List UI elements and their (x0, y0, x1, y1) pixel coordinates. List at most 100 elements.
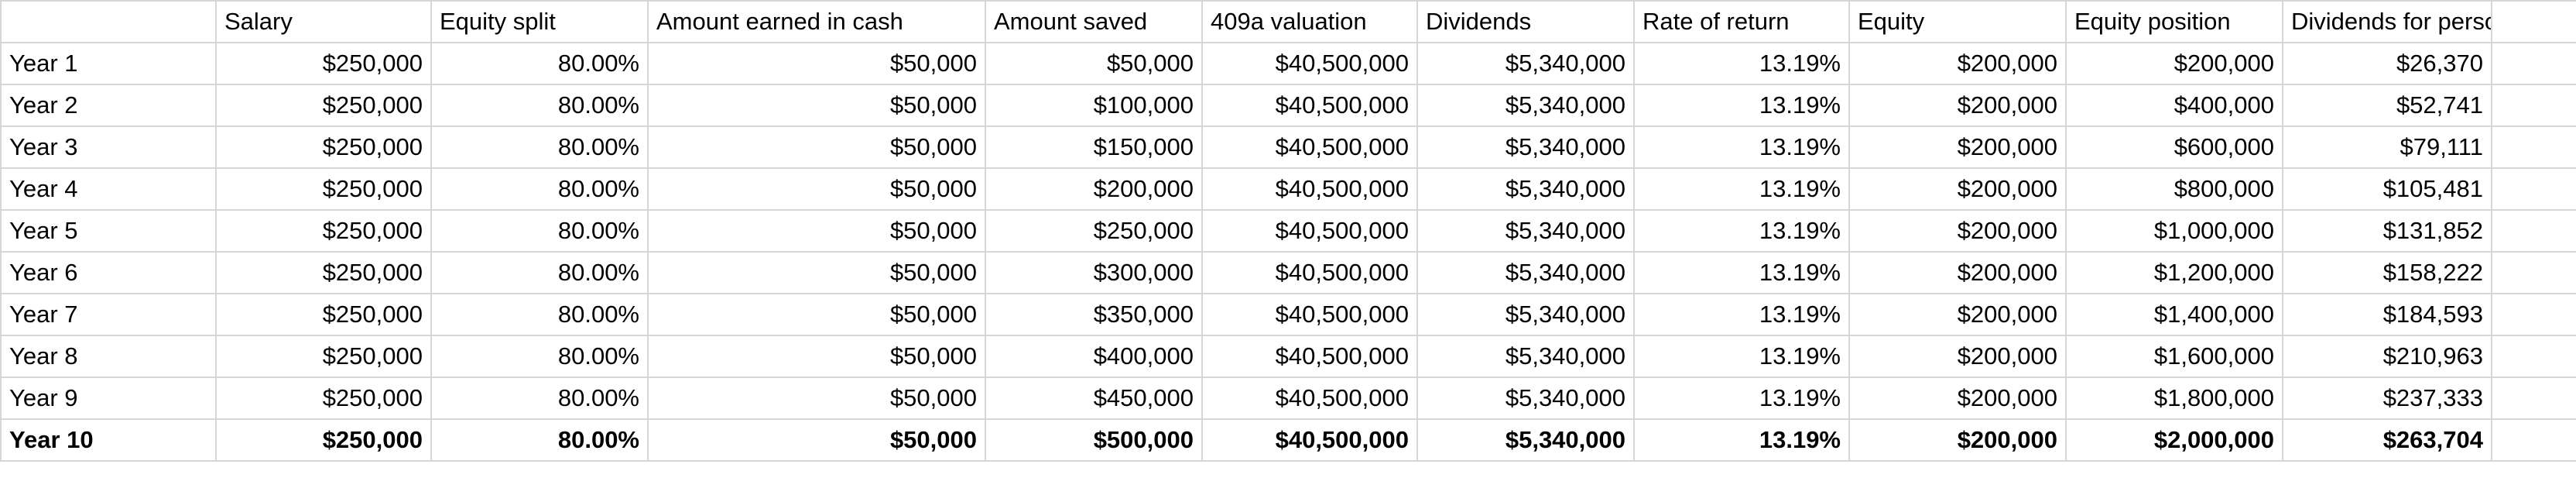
equity-cell[interactable]: $200,000 (1848, 251, 2067, 294)
equity-split-cell[interactable]: 80.00% (430, 293, 649, 336)
salary-cell[interactable]: $250,000 (215, 418, 432, 462)
empty-cell[interactable] (2491, 376, 2576, 420)
409a-valuation-cell[interactable]: $40,500,000 (1201, 293, 1418, 336)
equity-position-cell[interactable]: $1,200,000 (2065, 251, 2283, 294)
dividends-for-person-header-cell[interactable]: Dividends for person (2282, 0, 2492, 43)
row-label-cell[interactable]: Year 4 (0, 167, 217, 211)
dividends-for-person-cell[interactable]: $210,963 (2282, 335, 2492, 378)
amount-earned-in-cash-cell[interactable]: $50,000 (647, 209, 986, 253)
salary-cell[interactable]: $250,000 (215, 167, 432, 211)
amount-saved-cell[interactable]: $300,000 (985, 251, 1203, 294)
equity-position-cell[interactable]: $1,600,000 (2065, 335, 2283, 378)
amount-saved-cell[interactable]: $450,000 (985, 376, 1203, 420)
rate-of-return-cell[interactable]: 13.19% (1633, 335, 1850, 378)
equity-split-cell[interactable]: 80.00% (430, 209, 649, 253)
equity-position-header-cell[interactable]: Equity position (2065, 0, 2283, 43)
409a-valuation-header-cell[interactable]: 409a valuation (1201, 0, 1418, 43)
row-label-cell[interactable]: Year 8 (0, 335, 217, 378)
salary-header-cell[interactable]: Salary (215, 0, 432, 43)
equity-cell[interactable]: $200,000 (1848, 209, 2067, 253)
dividends-for-person-cell[interactable]: $131,852 (2282, 209, 2492, 253)
salary-cell[interactable]: $250,000 (215, 42, 432, 85)
dividends-for-person-cell[interactable]: $52,741 (2282, 84, 2492, 127)
rate-of-return-cell[interactable]: 13.19% (1633, 418, 1850, 462)
amount-saved-cell[interactable]: $200,000 (985, 167, 1203, 211)
dividends-cell[interactable]: $5,340,000 (1416, 126, 1635, 169)
equity-split-cell[interactable]: 80.00% (430, 335, 649, 378)
409a-valuation-cell[interactable]: $40,500,000 (1201, 167, 1418, 211)
equity-split-cell[interactable]: 80.00% (430, 418, 649, 462)
dividends-cell[interactable]: $5,340,000 (1416, 167, 1635, 211)
row-label-cell[interactable]: Year 3 (0, 126, 217, 169)
rate-of-return-cell[interactable]: 13.19% (1633, 126, 1850, 169)
salary-cell[interactable]: $250,000 (215, 251, 432, 294)
rate-of-return-cell[interactable]: 13.19% (1633, 209, 1850, 253)
equity-cell[interactable]: $200,000 (1848, 418, 2067, 462)
dividends-cell[interactable]: $5,340,000 (1416, 251, 1635, 294)
equity-split-cell[interactable]: 80.00% (430, 126, 649, 169)
empty-cell[interactable] (2491, 84, 2576, 127)
empty-header-cell[interactable] (2491, 0, 2576, 43)
equity-cell[interactable]: $200,000 (1848, 84, 2067, 127)
dividends-cell[interactable]: $5,340,000 (1416, 42, 1635, 85)
equity-position-cell[interactable]: $1,400,000 (2065, 293, 2283, 336)
row-label-cell[interactable]: Year 9 (0, 376, 217, 420)
amount-saved-header-cell[interactable]: Amount saved (985, 0, 1203, 43)
dividends-cell[interactable]: $5,340,000 (1416, 335, 1635, 378)
empty-cell[interactable] (2491, 167, 2576, 211)
row-label-header-cell[interactable] (0, 0, 217, 43)
row-label-cell[interactable]: Year 10 (0, 418, 217, 462)
amount-earned-in-cash-header-cell[interactable]: Amount earned in cash (647, 0, 986, 43)
equity-position-cell[interactable]: $800,000 (2065, 167, 2283, 211)
409a-valuation-cell[interactable]: $40,500,000 (1201, 209, 1418, 253)
equity-split-cell[interactable]: 80.00% (430, 251, 649, 294)
salary-cell[interactable]: $250,000 (215, 126, 432, 169)
equity-split-cell[interactable]: 80.00% (430, 42, 649, 85)
rate-of-return-header-cell[interactable]: Rate of return (1633, 0, 1850, 43)
amount-saved-cell[interactable]: $50,000 (985, 42, 1203, 85)
409a-valuation-cell[interactable]: $40,500,000 (1201, 376, 1418, 420)
dividends-header-cell[interactable]: Dividends (1416, 0, 1635, 43)
equity-cell[interactable]: $200,000 (1848, 335, 2067, 378)
rate-of-return-cell[interactable]: 13.19% (1633, 376, 1850, 420)
409a-valuation-cell[interactable]: $40,500,000 (1201, 418, 1418, 462)
amount-saved-cell[interactable]: $250,000 (985, 209, 1203, 253)
amount-saved-cell[interactable]: $400,000 (985, 335, 1203, 378)
dividends-for-person-cell[interactable]: $263,704 (2282, 418, 2492, 462)
salary-cell[interactable]: $250,000 (215, 84, 432, 127)
row-label-cell[interactable]: Year 1 (0, 42, 217, 85)
row-label-cell[interactable]: Year 6 (0, 251, 217, 294)
409a-valuation-cell[interactable]: $40,500,000 (1201, 42, 1418, 85)
amount-earned-in-cash-cell[interactable]: $50,000 (647, 251, 986, 294)
amount-earned-in-cash-cell[interactable]: $50,000 (647, 376, 986, 420)
amount-earned-in-cash-cell[interactable]: $50,000 (647, 84, 986, 127)
amount-saved-cell[interactable]: $100,000 (985, 84, 1203, 127)
empty-cell[interactable] (2491, 418, 2576, 462)
equity-split-cell[interactable]: 80.00% (430, 84, 649, 127)
dividends-for-person-cell[interactable]: $158,222 (2282, 251, 2492, 294)
equity-split-header-cell[interactable]: Equity split (430, 0, 649, 43)
amount-earned-in-cash-cell[interactable]: $50,000 (647, 418, 986, 462)
amount-earned-in-cash-cell[interactable]: $50,000 (647, 42, 986, 85)
salary-cell[interactable]: $250,000 (215, 376, 432, 420)
dividends-cell[interactable]: $5,340,000 (1416, 84, 1635, 127)
dividends-cell[interactable]: $5,340,000 (1416, 293, 1635, 336)
equity-cell[interactable]: $200,000 (1848, 293, 2067, 336)
rate-of-return-cell[interactable]: 13.19% (1633, 167, 1850, 211)
equity-split-cell[interactable]: 80.00% (430, 167, 649, 211)
amount-earned-in-cash-cell[interactable]: $50,000 (647, 335, 986, 378)
equity-position-cell[interactable]: $1,800,000 (2065, 376, 2283, 420)
amount-saved-cell[interactable]: $500,000 (985, 418, 1203, 462)
409a-valuation-cell[interactable]: $40,500,000 (1201, 84, 1418, 127)
row-label-cell[interactable]: Year 2 (0, 84, 217, 127)
salary-cell[interactable]: $250,000 (215, 209, 432, 253)
amount-saved-cell[interactable]: $150,000 (985, 126, 1203, 169)
dividends-cell[interactable]: $5,340,000 (1416, 418, 1635, 462)
equity-position-cell[interactable]: $600,000 (2065, 126, 2283, 169)
row-label-cell[interactable]: Year 7 (0, 293, 217, 336)
amount-earned-in-cash-cell[interactable]: $50,000 (647, 167, 986, 211)
equity-position-cell[interactable]: $200,000 (2065, 42, 2283, 85)
dividends-cell[interactable]: $5,340,000 (1416, 209, 1635, 253)
dividends-for-person-cell[interactable]: $26,370 (2282, 42, 2492, 85)
rate-of-return-cell[interactable]: 13.19% (1633, 42, 1850, 85)
